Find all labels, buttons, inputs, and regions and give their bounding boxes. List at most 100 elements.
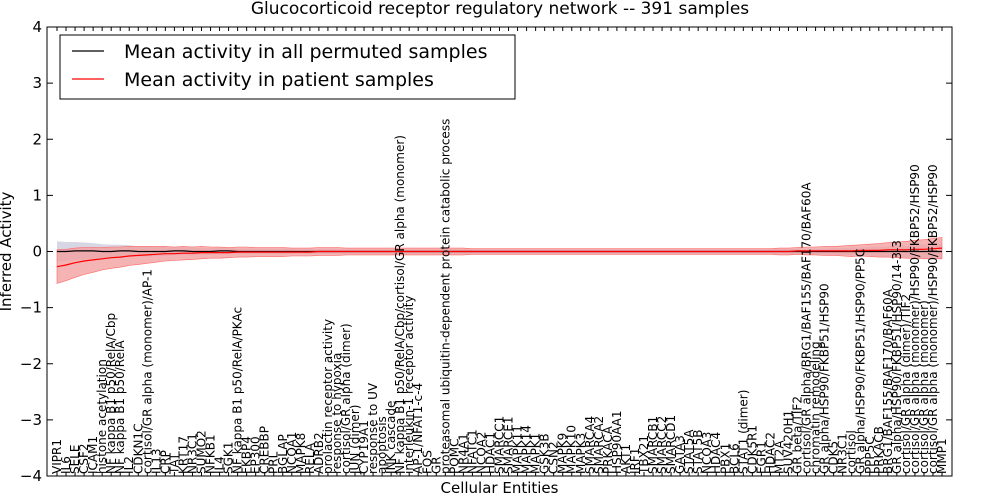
x-category-label: proteasomal ubiquitin-dependent protein … <box>438 119 452 474</box>
x-category-label: CYP19A1 <box>357 420 371 474</box>
x-category-label: PRKACA <box>601 425 615 474</box>
x-category-label: STAT1 (dimer) <box>736 390 750 474</box>
x-category-label: NCOA3 <box>700 432 714 474</box>
x-category-label: NFKB1 <box>204 434 218 474</box>
y-tick-label: 1 <box>32 186 42 204</box>
x-category-label: SMARCB1 <box>646 416 660 474</box>
x-category-label: SELE <box>68 445 82 474</box>
x-category-label: NF kappa B1 p50/RelA/PKAc <box>231 307 245 474</box>
x-category-label: CSF2 <box>77 443 91 474</box>
x-category-label: prolactin receptor activity <box>321 319 335 474</box>
x-category-label: EGR1 <box>754 441 768 474</box>
patient-mean-line <box>56 247 943 268</box>
x-category-label: STAT5B <box>691 430 705 475</box>
x-category-label: TBX21 <box>637 435 651 475</box>
x-category-label: HSP90AA1 <box>610 410 624 474</box>
x-axis-ticks <box>56 27 943 476</box>
legend-label-permuted: Mean activity in all permuted samples <box>124 41 487 63</box>
chart-title: Glucocorticoid receptor regulatory netwo… <box>251 0 749 19</box>
x-category-label: SMARCA2 <box>592 416 606 474</box>
x-category-label: SMARCC2 <box>655 416 669 474</box>
x-category-label: MAPK9 <box>556 433 570 474</box>
x-category-label: cortisol <box>845 430 859 474</box>
x-category-label: VIPR1 <box>50 439 64 474</box>
x-category-label: NF kappa B1 p50/RelA <box>113 340 127 474</box>
x-category-label: IRF1 <box>628 448 642 474</box>
x-category-label: BGLAP <box>276 434 290 474</box>
x-category-label: cortisol/GR alpha (monomer)/AP-1 <box>140 269 154 474</box>
y-tick-label: −1 <box>20 299 42 317</box>
x-category-label: cortisol/GR alpha (dimer) <box>339 323 353 474</box>
x-category-label: PPP5C <box>863 436 877 474</box>
x-category-label: EP300 <box>249 436 263 474</box>
x-category-label: TAT <box>167 452 181 475</box>
x-category-label: MT2A <box>772 440 786 474</box>
x-category-label: RELA <box>303 442 317 474</box>
x-category-label: PBX1 <box>718 443 732 474</box>
x-category-label: CDK5 <box>827 441 841 474</box>
x-category-label: JNK cascade <box>384 401 398 475</box>
x-category-label: IL13 <box>149 448 163 474</box>
x-category-label: HDAC2 <box>763 432 777 474</box>
y-tick-label: −2 <box>20 355 42 373</box>
x-category-label: NR3C1 <box>836 433 850 474</box>
x-category-label: MAPK11 <box>511 425 525 474</box>
x-category-label: POMC <box>447 439 461 474</box>
x-category-label: SUV420H1 <box>782 410 796 474</box>
x-category-label: AKT1 <box>619 444 633 474</box>
x-category-label: SMARCE1 <box>502 416 516 474</box>
x-category-label: PRL <box>267 451 281 474</box>
x-category-label: NR3C1 <box>186 433 200 474</box>
x-category-label: MMP1 <box>935 438 949 474</box>
x-category-label: apoptosis <box>375 416 389 474</box>
x-category-label: CRP <box>158 450 172 474</box>
plot-frame <box>46 26 953 477</box>
legend: Mean activity in all permuted samples Me… <box>59 34 516 100</box>
x-category-label: JUN (dimer) <box>348 405 362 475</box>
y-tick-label: 3 <box>32 74 42 92</box>
x-category-label: SMARCA4 <box>583 416 597 474</box>
x-category-label: IL6 <box>59 456 73 474</box>
x-category-label: HDAC4 <box>709 432 723 474</box>
x-category-label: response to hypoxia <box>330 353 344 474</box>
x-category-label: cortisol/GR alpha/BRG1/BAF155/BAF170/BAF… <box>800 182 814 474</box>
x-category-label: CREBBP <box>258 426 272 474</box>
x-category-label: cortisol/GR alpha (dimer)/TIF2 <box>899 294 913 474</box>
x-category-label: ADRB2 <box>312 432 326 474</box>
x-category-label: NCOA2 <box>474 432 488 474</box>
x-axis-label: Cellular Entities <box>441 479 559 497</box>
x-category-label: interleukin-1 receptor activity <box>402 295 416 474</box>
y-axis-label: Inferred Activity <box>0 191 15 311</box>
y-axis-ticks: −4 −3 −2 −1 0 1 2 3 4 <box>20 18 952 485</box>
x-category-label: NFATC1 <box>465 429 479 474</box>
x-category-label: SGK1 <box>222 442 236 474</box>
lines-layer <box>56 247 943 268</box>
x-category-label: CDK5R1 <box>745 425 759 474</box>
x-category-label: GR alpha/HSP90/FKBP51/HSP90/14-3-3 <box>890 240 904 474</box>
x-category-label: ICAM1 <box>86 436 100 474</box>
x-category-label: MAPK10 <box>565 425 579 474</box>
x-category-label: SMARCC1 <box>493 416 507 474</box>
x-category-label: NF kappa B1 p50/RelA/Cbp <box>104 313 118 474</box>
x-category-label: HDAC1 <box>484 432 498 474</box>
x-category-label: GR alpha/HSP90/FKBP51/HSP90 <box>818 283 832 474</box>
x-category-label: GR beta/TIF2 <box>791 396 805 474</box>
x-category-label: STAT5A <box>682 429 696 474</box>
x-category-label: MAPK1 <box>529 433 543 474</box>
x-category-label: CDKN1C <box>131 424 145 474</box>
x-category-label: NF kappa B1 p50/RelA/Cbp/cortisol/GR alp… <box>393 135 407 474</box>
x-category-label: PRKACB <box>872 426 886 474</box>
x-category-label: NCOA1 <box>285 432 299 474</box>
legend-box <box>59 34 516 100</box>
y-tick-label: −3 <box>20 411 42 429</box>
x-category-label: cortisol/GR alpha (monomer) <box>917 300 931 474</box>
y-tick-label: 0 <box>32 243 42 261</box>
x-category-label: BRG1/BAF155/BAF170/BAF60A <box>881 288 895 474</box>
x-category-label: histone acetylation <box>95 359 109 474</box>
x-category-label: SMARCD1 <box>664 415 678 474</box>
x-category-label: chromatin remodeling <box>809 341 823 474</box>
x-category-label: GR <box>429 456 443 474</box>
x-category-label: BCL6 <box>727 443 741 474</box>
